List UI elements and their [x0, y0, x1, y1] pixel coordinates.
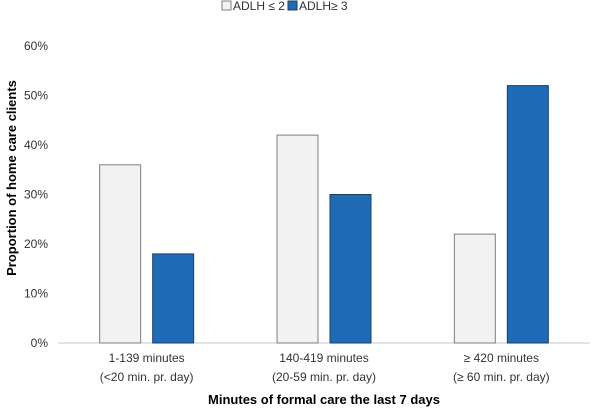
x-category-label: (20-59 min. pr. day) [272, 370, 376, 384]
legend-label-adlh-ge-3: ADLH≥ 3 [299, 0, 348, 13]
y-tick-label: 0% [31, 336, 49, 350]
y-tick-label: 40% [24, 138, 48, 152]
legend-swatch-adlh-le-2 [221, 0, 232, 11]
x-category-label: (<20 min. pr. day) [100, 370, 194, 384]
x-axis-category-labels: 1-139 minutes (<20 min. pr. day) 140-419 m… [100, 351, 550, 384]
y-tick-label: 10% [24, 287, 48, 301]
legend-swatch-adlh-ge-3 [287, 0, 298, 11]
bar-adlh-le-2 [99, 164, 142, 344]
y-tick-label: 60% [24, 39, 48, 53]
bar-adlh-ge-3 [329, 194, 372, 344]
y-axis-ticks: 0% 10% 20% 30% 40% 50% 60% [24, 39, 48, 350]
bar-adlh-ge-3 [152, 253, 195, 344]
x-category-label: (≥ 60 min. pr. day) [453, 370, 550, 384]
x-category-label: 1-139 minutes [109, 351, 185, 365]
bar-adlh-ge-3 [506, 85, 549, 344]
bar-adlh-le-2 [453, 233, 496, 344]
x-category-label: 140-419 minutes [279, 351, 368, 365]
y-tick-label: 30% [24, 188, 48, 202]
y-axis-title: Proportion of home care clients [4, 80, 19, 276]
bar-adlh-le-2 [276, 134, 319, 344]
y-tick-label: 20% [24, 237, 48, 251]
x-axis-title: Minutes of formal care the last 7 days [208, 392, 440, 407]
x-category-label: ≥ 420 minutes [464, 351, 539, 365]
legend-label-adlh-le-2: ADLH ≤ 2 [233, 0, 285, 13]
legend: ADLH ≤ 2 ADLH≥ 3 [221, 0, 348, 13]
bars [99, 85, 549, 344]
y-tick-label: 50% [24, 89, 48, 103]
